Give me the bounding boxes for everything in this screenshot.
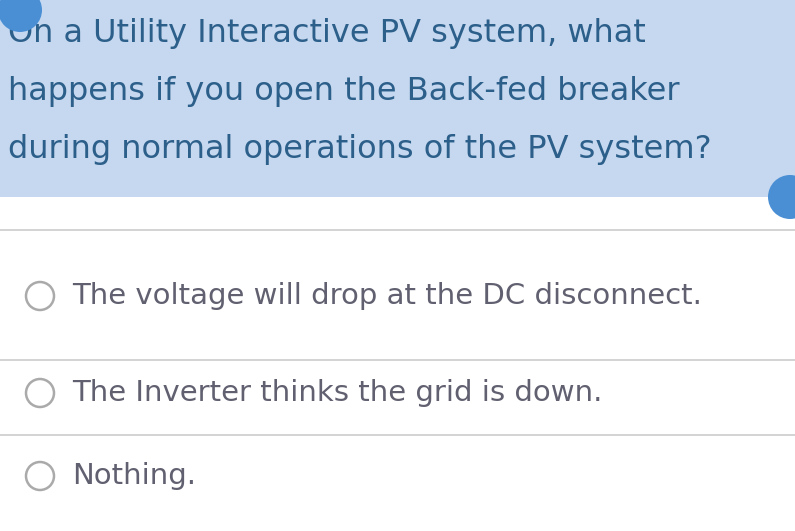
- Text: On a Utility Interactive PV system, what: On a Utility Interactive PV system, what: [8, 18, 646, 49]
- FancyBboxPatch shape: [0, 0, 795, 197]
- Circle shape: [26, 379, 54, 407]
- Circle shape: [768, 175, 795, 219]
- Text: happens if you open the Back-fed breaker: happens if you open the Back-fed breaker: [8, 76, 680, 107]
- Text: during normal operations of the PV system?: during normal operations of the PV syste…: [8, 134, 712, 165]
- Circle shape: [26, 462, 54, 490]
- Text: Nothing.: Nothing.: [72, 462, 196, 490]
- Text: The Inverter thinks the grid is down.: The Inverter thinks the grid is down.: [72, 379, 603, 407]
- Circle shape: [0, 0, 42, 32]
- Circle shape: [26, 282, 54, 310]
- Text: The voltage will drop at the DC disconnect.: The voltage will drop at the DC disconne…: [72, 282, 702, 310]
